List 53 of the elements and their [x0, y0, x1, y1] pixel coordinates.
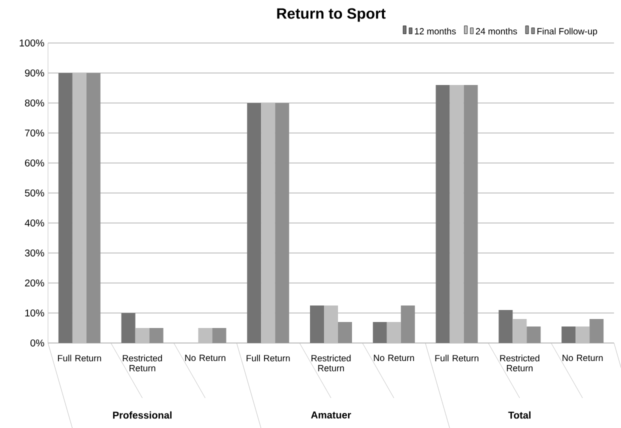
bar	[526, 326, 541, 343]
x-tick-label: Restricted Return	[122, 354, 162, 372]
bar	[86, 72, 100, 343]
y-tick-label: 90%	[25, 69, 44, 77]
x-tick-label: Restricted Return	[500, 354, 540, 372]
bar	[372, 322, 387, 343]
bar	[212, 328, 226, 343]
bar	[512, 319, 527, 343]
bar	[135, 328, 150, 343]
y-tick-label: 50%	[24, 189, 44, 197]
bar	[590, 319, 604, 343]
y-tick-label: 100%	[20, 39, 44, 47]
bar	[386, 322, 401, 343]
y-tick-label: 70%	[25, 129, 44, 137]
bar	[464, 84, 478, 343]
y-tick-label: 80%	[24, 99, 44, 107]
bar	[149, 328, 164, 343]
bar	[310, 306, 324, 343]
bar	[121, 313, 136, 343]
legend-label: 24 months	[476, 28, 518, 34]
bar	[498, 310, 513, 343]
text: Total	[508, 411, 530, 419]
bar	[275, 103, 290, 343]
chart-title: Return to Sport	[277, 8, 386, 22]
x-tick-label: Full Return	[58, 354, 102, 362]
y-tick-label: 10%	[25, 309, 44, 317]
bar	[261, 103, 276, 343]
bar	[72, 72, 86, 343]
legend-label: 12 months	[414, 28, 456, 34]
text: Amatuer	[311, 412, 352, 418]
bar	[338, 322, 352, 343]
bar	[400, 306, 415, 343]
bar	[576, 326, 590, 343]
x-tick-label: Restricted Return	[312, 354, 351, 372]
bar	[58, 72, 72, 343]
x-tick-label: Full Return	[246, 354, 290, 362]
x-tick-label: No Return	[562, 354, 603, 362]
bar	[436, 84, 450, 343]
x-tick-label: No Return	[374, 354, 414, 362]
y-tick-label: 20%	[25, 279, 44, 287]
text: Professional	[113, 411, 172, 419]
y-tick-label: 40%	[24, 219, 44, 227]
bar	[247, 103, 262, 343]
bar	[198, 328, 212, 343]
y-tick-label: 30%	[24, 249, 44, 257]
bar	[450, 84, 464, 343]
legend-label: Final Follow-up	[537, 28, 598, 36]
x-tick-label: Full Return	[435, 354, 478, 362]
x-tick-label: No Return	[185, 354, 226, 362]
y-tick-label: 0%	[30, 339, 44, 347]
bar	[324, 306, 338, 343]
bar	[562, 326, 576, 343]
y-tick-label: 60%	[25, 159, 44, 167]
